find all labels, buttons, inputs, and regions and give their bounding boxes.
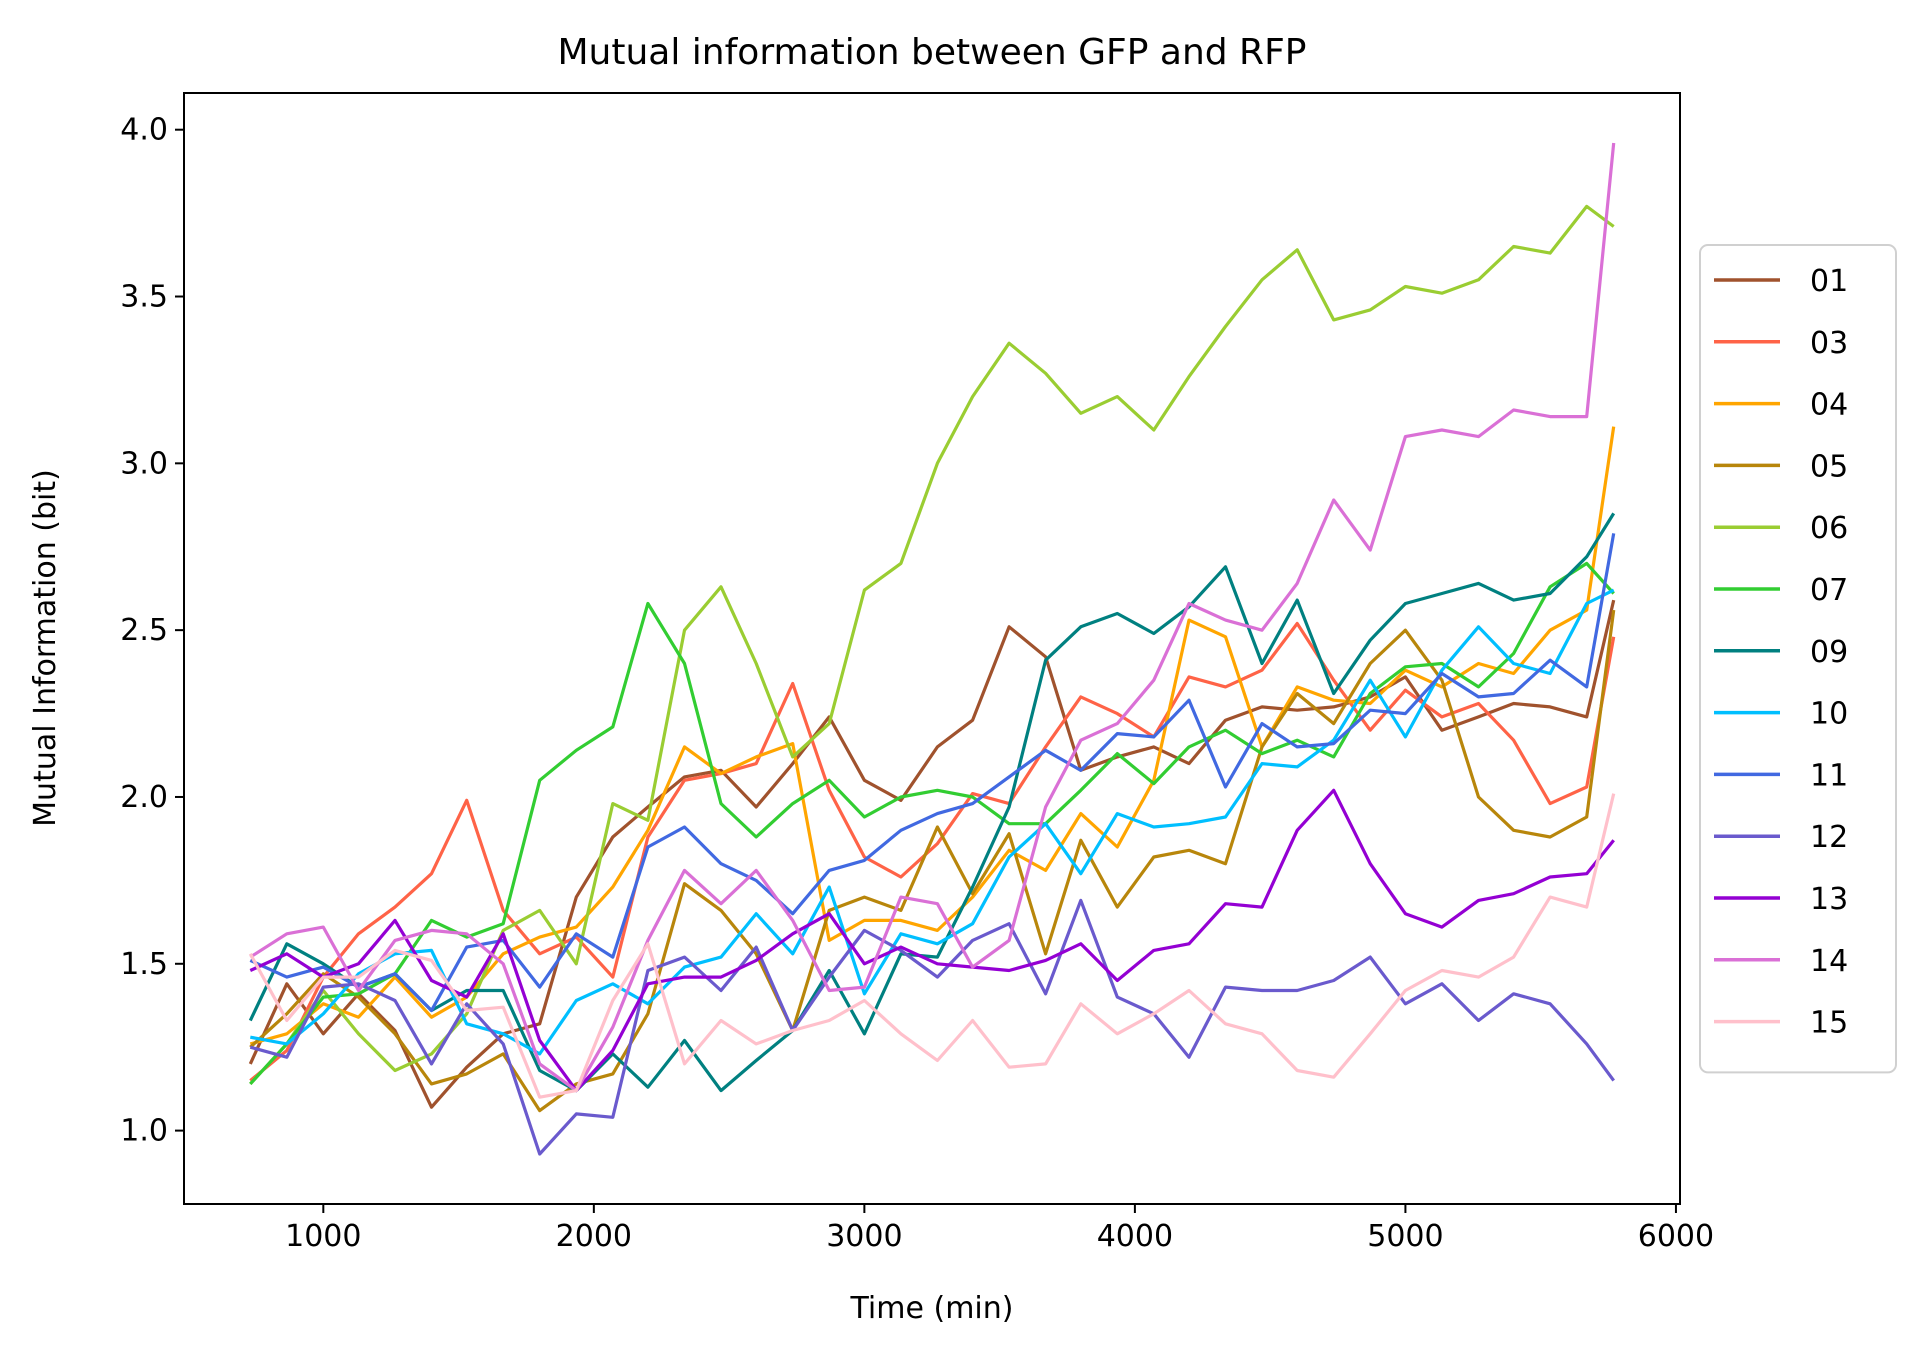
x-axis: 1000 2000 3000 4000 5000 6000 [285,1204,1714,1254]
plot-lines [248,142,1616,1156]
series-line-13 [249,788,1615,1093]
legend-label-03: 03 [1810,326,1848,361]
legend-label-14: 14 [1810,944,1848,979]
series-line-06 [249,204,1615,1085]
x-tick-label: 4000 [1097,1219,1173,1254]
legend-label-04: 04 [1810,388,1848,423]
legend-box [1699,244,1897,1074]
series-line-09 [248,512,1616,1093]
legend-label-07: 07 [1810,573,1848,608]
legend-label-05: 05 [1810,449,1848,484]
y-tick-label: 4.0 [120,113,168,148]
x-axis-label: Time (min) [850,1291,1014,1326]
y-axis: 1.0 1.5 2.0 2.5 3.0 3.5 4.0 [120,113,184,1149]
series-line-01 [248,599,1616,1109]
y-axis-label: Mutual Information (bit) [28,469,63,827]
y-tick-label: 2.5 [120,613,168,648]
y-tick-label: 3.5 [120,280,168,315]
x-tick-label: 3000 [826,1219,902,1254]
y-tick-label: 2.0 [120,780,168,815]
y-tick-label: 3.0 [120,446,168,481]
series-line-03 [249,621,1616,1082]
legend-label-01: 01 [1810,264,1848,299]
x-tick-label: 1000 [285,1219,361,1254]
legend-label-06: 06 [1810,511,1848,546]
x-tick-label: 5000 [1367,1219,1443,1254]
legend: 01 03 04 05 06 07 09 10 11 12 13 14 15 [1699,244,1897,1074]
plot-frame [183,92,1681,1205]
y-tick-label: 1.0 [120,1114,168,1149]
y-tick-label: 1.5 [120,947,168,982]
legend-label-13: 13 [1810,882,1848,917]
chart-title: Mutual information between GFP and RFP [557,32,1306,73]
legend-label-09: 09 [1810,635,1848,670]
x-tick-label: 6000 [1638,1219,1714,1254]
legend-label-10: 10 [1810,697,1848,732]
series-line-14 [249,142,1616,1093]
series-line-12 [249,898,1615,1156]
series-line-10 [250,588,1615,1056]
x-tick-label: 2000 [556,1219,632,1254]
series-line-07 [249,561,1615,1085]
legend-label-12: 12 [1810,820,1848,855]
legend-label-11: 11 [1810,758,1848,793]
legend-label-15: 15 [1810,1006,1848,1041]
series-line-15 [248,793,1616,1099]
series-line-05 [249,609,1616,1113]
